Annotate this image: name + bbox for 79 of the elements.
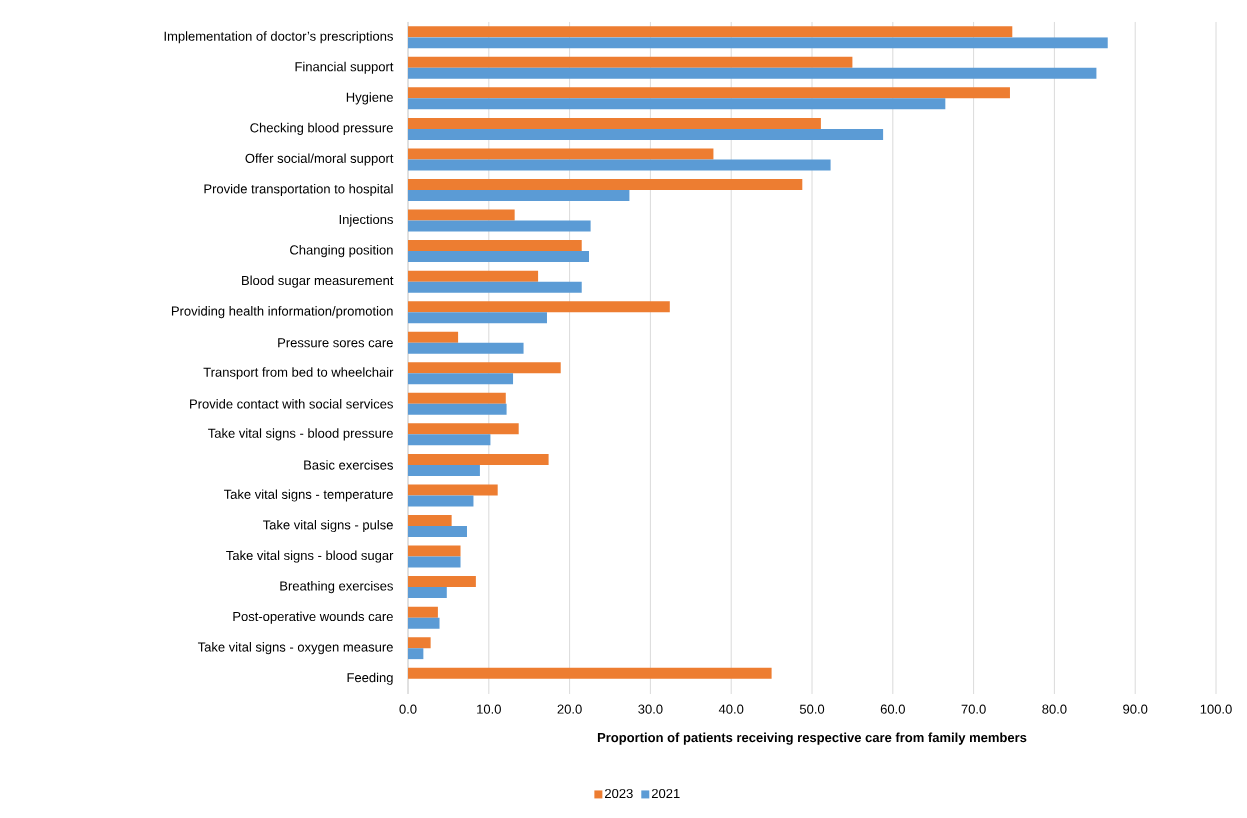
y-tick-label: Financial support: [295, 61, 394, 74]
bar: [408, 667, 772, 679]
bar: [408, 637, 431, 649]
bar: [408, 128, 884, 140]
bar: [408, 392, 506, 404]
bar: [408, 281, 582, 293]
x-tick-label: 70.0: [961, 704, 986, 714]
y-tick-label: Take vital signs - oxygen measure: [197, 642, 393, 655]
bar: [408, 190, 630, 201]
x-tick-label: 30.0: [638, 704, 663, 714]
bar: [408, 606, 438, 618]
bar: [408, 403, 507, 415]
bar: [408, 148, 714, 160]
bar: [408, 179, 803, 190]
y-tick-label: Changing position: [290, 245, 393, 258]
bar: [408, 159, 831, 171]
bar: [408, 331, 459, 343]
y-tick-label: Offer social/moral support: [245, 153, 394, 166]
y-tick-label: Take vital signs - blood pressure: [208, 428, 393, 441]
bar: [408, 67, 1097, 79]
bar: [408, 209, 515, 221]
x-tick-label: 50.0: [799, 704, 825, 714]
y-tick-label: Take vital signs - blood sugar: [226, 550, 394, 563]
legend-label: 2021: [651, 788, 680, 799]
bar: [408, 251, 589, 263]
bar: [408, 312, 547, 324]
bar: [408, 648, 424, 660]
bar: [408, 240, 582, 252]
y-tick-label: Feeding: [347, 672, 393, 685]
bar: [408, 117, 821, 129]
y-tick-label: Provide transportation to hospital: [204, 183, 393, 197]
bar: [408, 464, 480, 476]
y-tick-label: Breathing exercises: [280, 581, 393, 594]
bar: [408, 526, 467, 537]
y-tick-label: Hygiene: [346, 92, 393, 105]
y-tick-label: Blood sugar measurement: [242, 275, 394, 288]
bar: [408, 362, 561, 374]
x-tick-label: 0.0: [399, 704, 417, 714]
bar: [408, 545, 461, 557]
bar: [408, 87, 1010, 99]
y-tick-label: Take vital signs - pulse: [262, 519, 393, 533]
x-tick-label: 100.0: [1200, 704, 1232, 714]
y-tick-label: Injections: [339, 214, 393, 227]
y-tick-label: Providing health information/promotion: [171, 306, 393, 319]
x-tick-label: 10.0: [477, 704, 501, 714]
y-tick-label: Provide contact with social services: [190, 399, 393, 409]
y-tick-label: Checking blood pressure: [250, 122, 393, 135]
legend-label: 2023: [605, 788, 633, 799]
bar: [408, 423, 519, 435]
x-axis-title: Proportion of patients receiving respective care from family members: [597, 732, 1027, 745]
y-tick-label: Post-operative wounds care: [233, 611, 393, 624]
y-tick-label: Pressure sores care: [278, 338, 393, 348]
bar: [408, 495, 474, 507]
bar: [408, 26, 1013, 38]
bar: [408, 301, 670, 313]
bar: [408, 220, 591, 232]
x-tick-label: 40.0: [718, 704, 744, 714]
bar: [408, 270, 539, 282]
bar: [408, 434, 491, 446]
y-tick-label: Take vital signs - temperature: [223, 489, 393, 502]
bar: [408, 556, 461, 568]
bar: [408, 373, 514, 385]
bar: [408, 342, 524, 354]
y-tick-label: Basic exercises: [304, 460, 393, 470]
y-tick-label: Implementation of doctor’s prescriptions: [164, 31, 393, 44]
bar: [408, 484, 498, 496]
bar: [408, 617, 440, 629]
bar: [408, 37, 1108, 49]
bar: [408, 453, 549, 465]
bar: [408, 98, 946, 110]
bar: [408, 56, 853, 68]
x-tick-label: 60.0: [880, 704, 905, 714]
x-tick-label: 80.0: [1042, 704, 1067, 714]
bar: [408, 587, 447, 599]
x-tick-label: 20.0: [557, 704, 582, 714]
y-tick-label: Transport from bed to wheelchair: [203, 367, 394, 380]
bar: [408, 514, 452, 526]
x-tick-label: 90.0: [1123, 704, 1148, 714]
bar: [408, 576, 476, 588]
